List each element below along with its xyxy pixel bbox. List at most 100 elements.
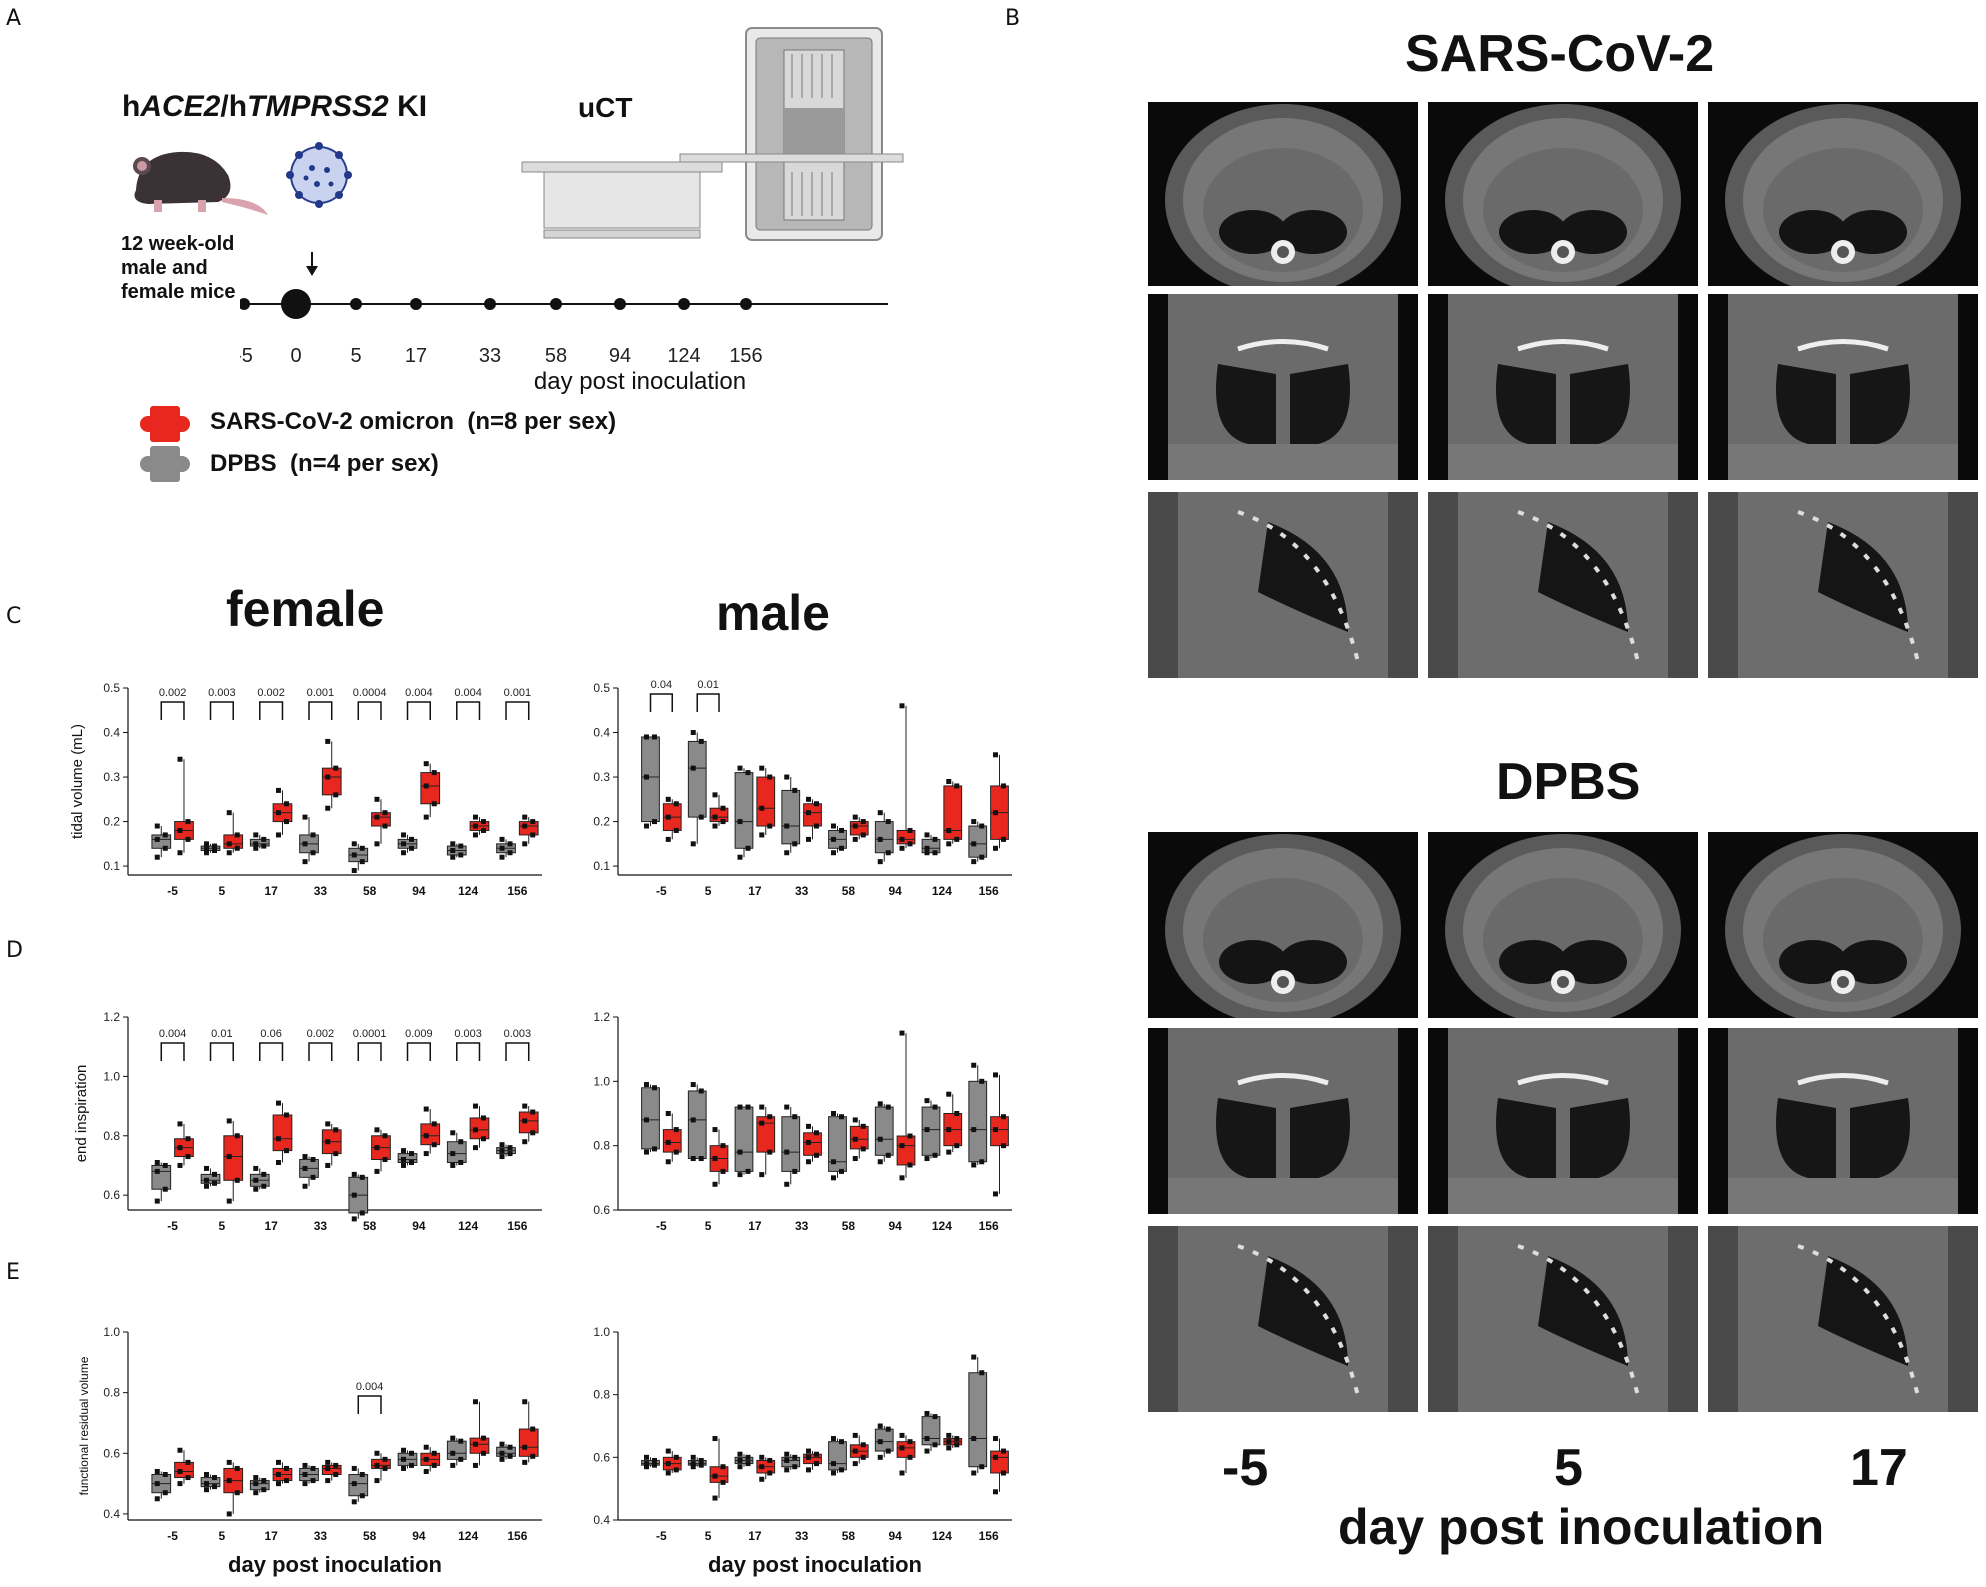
data-point <box>924 1436 930 1442</box>
ct-scan-image <box>1428 1226 1698 1412</box>
box-omicron <box>223 834 244 849</box>
data-point <box>838 845 844 851</box>
uct-label: uCT <box>578 92 633 123</box>
y-tick-label: 0.6 <box>593 1203 610 1217</box>
box-dpbs <box>687 1459 707 1466</box>
data-point <box>325 738 331 744</box>
data-point <box>899 1143 905 1149</box>
data-point <box>499 1142 505 1148</box>
significance-bracket <box>308 701 333 720</box>
data-point <box>971 841 977 847</box>
y-tick-label: 1.0 <box>593 1074 610 1088</box>
data-point <box>651 734 657 740</box>
box-dpbs <box>781 1456 801 1468</box>
data-point <box>924 850 930 856</box>
x-tick-label: 33 <box>795 1219 809 1233</box>
data-point <box>643 823 649 829</box>
data-point <box>784 1149 790 1155</box>
strain-title: hACE2/hTMPRSS2 KI <box>122 90 427 124</box>
data-point <box>814 801 820 807</box>
data-point <box>212 1475 218 1481</box>
data-point <box>979 854 985 860</box>
data-point <box>971 859 977 865</box>
p-value-label: 0.002 <box>257 687 285 699</box>
data-point <box>830 836 836 842</box>
data-point <box>226 841 232 847</box>
y-tick-label: 1.0 <box>593 1325 610 1339</box>
p-value-label: 0.004 <box>405 687 433 699</box>
data-point <box>472 823 478 829</box>
ct-scan-image <box>1148 492 1418 678</box>
data-point <box>302 814 308 820</box>
data-point <box>954 783 960 789</box>
data-point <box>673 1149 679 1155</box>
data-point <box>907 827 913 833</box>
data-point <box>993 845 999 851</box>
box-omicron <box>420 1123 441 1146</box>
box-omicron <box>803 1453 822 1465</box>
data-point <box>522 823 528 829</box>
data-point <box>877 836 883 842</box>
data-point <box>946 1445 952 1451</box>
data-point <box>480 819 486 825</box>
data-point <box>325 1465 331 1471</box>
data-point <box>814 1130 820 1136</box>
data-point <box>162 1186 168 1192</box>
box-dpbs <box>641 736 660 823</box>
data-point <box>431 1450 437 1456</box>
data-point <box>737 1464 743 1470</box>
data-point <box>759 1172 765 1178</box>
data-point <box>852 823 858 829</box>
y-tick-label: 0.8 <box>593 1139 610 1153</box>
legend-ctrl-label: DPBS <box>210 450 277 477</box>
data-point <box>784 823 790 829</box>
data-point <box>359 859 365 865</box>
data-point <box>283 801 289 807</box>
box-dpbs <box>968 1372 988 1468</box>
data-point <box>530 832 536 838</box>
data-point <box>651 1085 657 1091</box>
data-point <box>162 1472 168 1478</box>
box-dpbs <box>249 838 270 847</box>
data-point <box>401 832 407 838</box>
data-point <box>759 765 765 771</box>
x-tick-label: 17 <box>748 1219 762 1233</box>
data-point <box>253 1165 259 1171</box>
data-point <box>643 1117 649 1123</box>
data-point <box>302 841 308 847</box>
virus-icon <box>286 142 352 208</box>
male-title: male <box>716 585 830 641</box>
y-tick-label: 0.6 <box>103 1188 120 1202</box>
data-point <box>924 1127 930 1133</box>
data-point <box>450 848 456 854</box>
data-point <box>720 1168 726 1174</box>
data-point <box>745 770 751 776</box>
data-point <box>507 1444 513 1450</box>
data-point <box>480 1136 486 1142</box>
x-tick-label: 156 <box>507 1529 527 1543</box>
data-point <box>401 850 407 856</box>
data-point <box>932 1442 938 1448</box>
x-tick-label: 5 <box>705 884 712 898</box>
data-point <box>993 810 999 816</box>
data-point <box>507 1151 513 1157</box>
data-point <box>899 836 905 842</box>
y-tick-label: 1.0 <box>103 1069 120 1083</box>
data-point <box>806 1139 812 1145</box>
data-point <box>830 1470 836 1476</box>
mice-line2: male and <box>121 257 208 279</box>
data-point <box>690 1464 696 1470</box>
data-point <box>333 792 339 798</box>
data-point <box>852 836 858 842</box>
data-point <box>458 1438 464 1444</box>
data-point <box>431 801 437 807</box>
timeline: -5 0 5 17 33 58 94 124 156 <box>240 252 888 367</box>
data-point <box>177 1162 183 1168</box>
data-point <box>860 1123 866 1129</box>
data-point <box>333 1151 339 1157</box>
panel-label-d: D <box>6 938 23 963</box>
data-point <box>907 1454 913 1460</box>
data-point <box>351 1192 357 1198</box>
data-point <box>745 1168 751 1174</box>
data-point <box>954 1442 960 1448</box>
